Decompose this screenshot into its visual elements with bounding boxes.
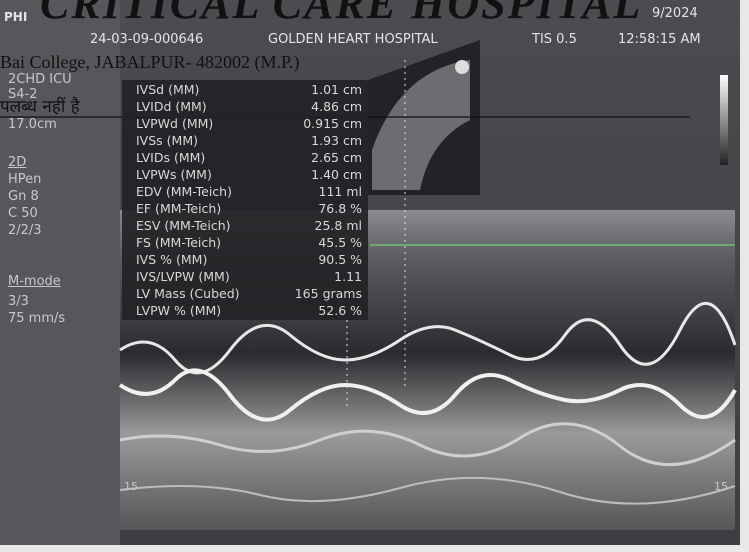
measurement-label: IVSd (MM): [136, 82, 200, 97]
hospital-heading: CRITICAL CARE HOSPITAL: [40, 0, 643, 28]
measurement-label: FS (MM-Teich): [136, 235, 222, 250]
measurement-row: LV Mass (Cubed) 165 grams: [122, 286, 368, 303]
measurement-label: ESV (MM-Teich): [136, 218, 231, 233]
measurement-row: IVS/LVPW (MM) 1.11: [122, 269, 368, 286]
side-label: HPen: [8, 172, 42, 187]
measurement-row: ESV (MM-Teich) 25.8 ml: [122, 218, 368, 235]
measurement-row: FS (MM-Teich) 45.5 %: [122, 235, 368, 252]
measurement-value: 1.40 cm: [311, 167, 362, 182]
brand: PHI: [4, 10, 28, 24]
measurement-row: LVPWs (MM) 1.40 cm: [122, 167, 368, 184]
scale-right: 15: [714, 480, 728, 493]
measurement-label: IVSs (MM): [136, 133, 198, 148]
measurement-value: 2.65 cm: [311, 150, 362, 165]
measurement-value: 1.11: [334, 269, 362, 284]
measurement-value: 165 grams: [294, 286, 362, 301]
measurement-row: EDV (MM-Teich) 111 ml: [122, 184, 368, 201]
measurement-value: 111 ml: [318, 184, 362, 199]
measurement-value: 45.5 %: [318, 235, 362, 250]
measurement-label: LVPWs (MM): [136, 167, 212, 182]
side-label: 2CHD ICU: [8, 72, 72, 87]
measurement-row: LVIDs (MM) 2.65 cm: [122, 150, 368, 167]
measurement-value: 4.86 cm: [311, 99, 362, 114]
measurement-label: LVPWd (MM): [136, 116, 214, 131]
date: 9/2024: [652, 6, 698, 21]
scale-left: 15: [124, 480, 138, 493]
measurement-value: 25.8 ml: [314, 218, 362, 233]
measurement-row: IVSs (MM) 1.93 cm: [122, 133, 368, 150]
measurement-value: 0.915 cm: [303, 116, 362, 131]
side-label: M-mode: [8, 274, 61, 289]
patient-id: 24-03-09-000646: [90, 32, 204, 47]
measurement-label: LV Mass (Cubed): [136, 286, 240, 301]
measurement-label: IVS/LVPW (MM): [136, 269, 230, 284]
measurement-row: LVIDd (MM) 4.86 cm: [122, 99, 368, 116]
side-label: 75 mm/s: [8, 311, 66, 326]
stamp-address: Bai College, JABALPUR- 482002 (M.P.): [0, 52, 300, 72]
measurement-label: LVIDs (MM): [136, 150, 206, 165]
time: 12:58:15 AM: [618, 32, 701, 47]
measurement-row: IVSd (MM) 1.01 cm: [122, 82, 368, 99]
measurement-row: EF (MM-Teich) 76.8 %: [122, 201, 368, 218]
measurement-value: 52.6 %: [318, 303, 362, 318]
measurement-row: LVPWd (MM) 0.915 cm: [122, 116, 368, 133]
measurement-label: IVS % (MM): [136, 252, 208, 267]
measurement-row: LVPW % (MM) 52.6 %: [122, 303, 368, 320]
side-label: C 50: [8, 206, 38, 221]
measurement-value: 76.8 %: [318, 201, 362, 216]
side-label: S4-2: [8, 87, 38, 102]
measurement-value: 1.93 cm: [311, 133, 362, 148]
tis: TIS 0.5: [532, 32, 577, 47]
side-label: 17.0cm: [8, 117, 57, 132]
hospital: GOLDEN HEART HOSPITAL: [268, 32, 438, 47]
measurement-row: IVS % (MM) 90.5 %: [122, 252, 368, 269]
side-label: 2/2/3: [8, 223, 42, 238]
measurement-label: EDV (MM-Teich): [136, 184, 232, 199]
measurement-table: IVSd (MM) 1.01 cm LVIDd (MM) 4.86 cm LVPWd (…: [122, 80, 368, 320]
side-label: 2D: [8, 155, 27, 170]
measurement-label: LVIDd (MM): [136, 99, 207, 114]
side-label: Gn 8: [8, 189, 39, 204]
measurement-value: 90.5 %: [318, 252, 362, 267]
measurement-label: LVPW % (MM): [136, 303, 222, 318]
stamp-hindi: पलब्ध नहीं है: [0, 97, 80, 117]
side-label: 3/3: [8, 294, 29, 309]
measurement-value: 1.01 cm: [311, 82, 362, 97]
measurement-label: EF (MM-Teich): [136, 201, 222, 216]
